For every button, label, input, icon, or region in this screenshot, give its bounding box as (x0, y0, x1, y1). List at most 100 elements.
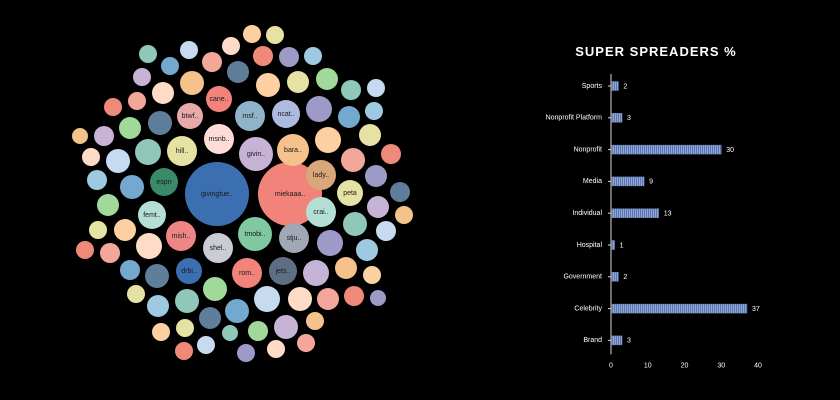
bubble (114, 219, 136, 241)
bubble (356, 239, 378, 261)
bubble (166, 221, 196, 251)
bubble-label: btwf.. (182, 113, 199, 120)
chart-title: SUPER SPREADERS % (575, 44, 736, 59)
bubble (167, 136, 197, 166)
bubble (363, 266, 381, 284)
value-label: 1 (620, 242, 624, 249)
bubble (306, 197, 336, 227)
bubble (306, 312, 324, 330)
bubble (343, 212, 367, 236)
bubble (341, 80, 361, 100)
bubble (106, 149, 130, 173)
bubble (239, 137, 273, 171)
bubble (176, 319, 194, 337)
bubble (253, 46, 273, 66)
bubble (367, 196, 389, 218)
bubble (152, 82, 174, 104)
value-label: 37 (752, 306, 760, 313)
bubble (199, 307, 221, 329)
bubble (287, 71, 309, 93)
x-tick-label: 10 (644, 362, 652, 369)
bubble (133, 68, 151, 86)
bubble-label: tmobi.. (244, 231, 265, 238)
bubble (238, 217, 272, 251)
bar (611, 176, 645, 187)
bubble (232, 258, 262, 288)
bubble (175, 342, 193, 360)
bubble (203, 277, 227, 301)
bubble (97, 194, 119, 216)
bubble (390, 182, 410, 202)
value-label: 2 (623, 83, 627, 90)
bubble (317, 288, 339, 310)
bubble (204, 124, 234, 154)
value-label: 13 (664, 211, 672, 218)
bubble (266, 26, 284, 44)
x-tick-label: 40 (754, 362, 762, 369)
bubble (176, 258, 202, 284)
bubble-label: givingtue.. (201, 191, 233, 198)
bubble-label: givin.. (247, 151, 265, 158)
bubble (136, 233, 162, 259)
bubble (139, 45, 157, 63)
category-label: Nonprofit Platform (546, 115, 603, 122)
bubble (243, 25, 261, 43)
bubble (148, 111, 172, 135)
bubble-label: miekaaa.. (275, 191, 305, 198)
category-label: Nonprofit (574, 146, 602, 153)
value-label: 2 (623, 274, 627, 281)
bubble-label: espn (156, 179, 171, 186)
bubble (256, 73, 280, 97)
bubble (315, 127, 341, 153)
bubble (104, 98, 122, 116)
category-label: Government (563, 274, 602, 281)
bubble (237, 344, 255, 362)
bubble (185, 162, 249, 226)
bubble (82, 148, 100, 166)
bubble-label: cane.. (209, 96, 228, 103)
bubble (177, 103, 203, 129)
bubble (222, 325, 238, 341)
bar (611, 81, 619, 91)
bubble (180, 71, 204, 95)
bubble (316, 68, 338, 90)
bubble (235, 101, 265, 131)
bubble (367, 79, 385, 97)
bubble (359, 124, 381, 146)
bar (611, 113, 623, 123)
bubble (272, 100, 300, 128)
bubble (254, 286, 280, 312)
bubble (297, 334, 315, 352)
category-label: Individual (572, 210, 602, 217)
value-label: 9 (649, 179, 653, 186)
bubble (222, 37, 240, 55)
bubble (267, 340, 285, 358)
bubble (180, 41, 198, 59)
bubble (150, 168, 178, 196)
bubble (306, 96, 332, 122)
bubble (337, 180, 363, 206)
bubble (341, 148, 365, 172)
bubble (197, 336, 215, 354)
bubble-label: jets.. (275, 268, 291, 275)
bubble (304, 47, 322, 65)
bubble-label: lady.. (313, 172, 329, 179)
bubble (203, 233, 233, 263)
x-tick-label: 20 (681, 362, 689, 369)
bubble-label: drbi.. (181, 268, 197, 275)
bubble (161, 57, 179, 75)
bubble (395, 206, 413, 224)
bubble-label: msnb.. (208, 136, 229, 143)
bubble-label: msf.. (242, 113, 257, 120)
bubble (248, 321, 268, 341)
bubble (175, 289, 199, 313)
bubble-label: bara.. (284, 147, 302, 154)
bubble (277, 134, 309, 166)
bubble (152, 323, 170, 341)
bubble (317, 230, 343, 256)
bubble (269, 257, 297, 285)
bubble (135, 139, 161, 165)
bubble-label: stju.. (287, 235, 302, 242)
x-tick-label: 30 (717, 362, 725, 369)
